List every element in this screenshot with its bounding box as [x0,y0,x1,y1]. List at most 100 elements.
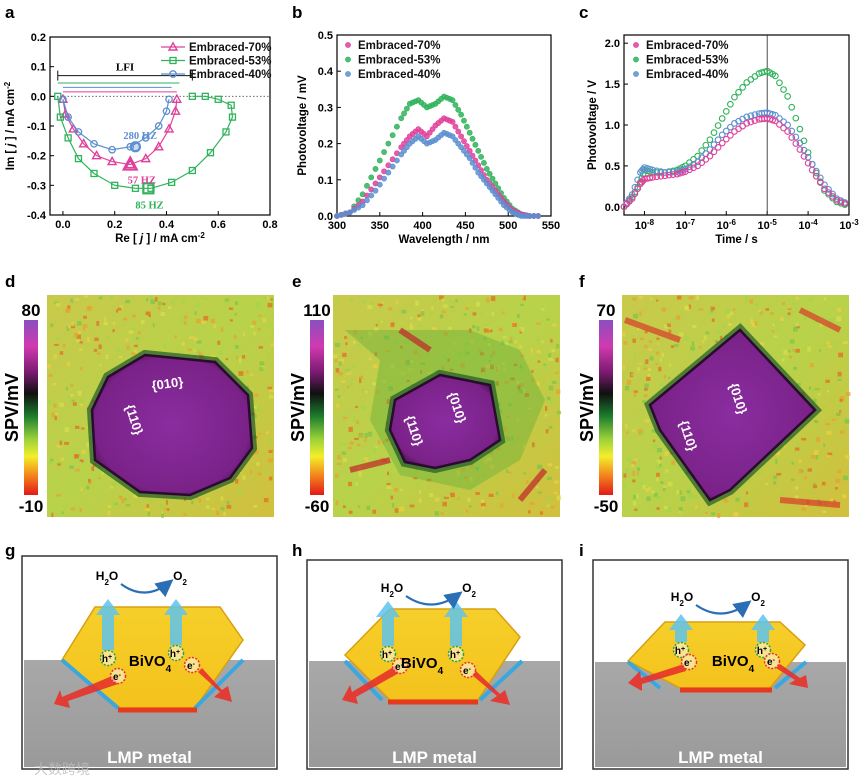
map-noise [110,485,114,489]
map-noise [447,358,450,362]
data-point [714,136,722,144]
map-noise [833,500,836,503]
map-noise [522,444,526,449]
data-point [833,196,841,204]
map-noise [441,310,446,314]
map-noise [497,402,501,406]
map-noise [516,314,520,318]
map-noise [455,299,458,303]
map-noise [717,330,721,335]
map-noise [644,387,648,391]
data-point [381,175,387,182]
map-noise [744,502,749,508]
map-noise [242,354,246,359]
data-point [376,157,383,164]
map-noise [839,396,845,401]
series-line [57,95,234,189]
map-noise [87,481,93,485]
map-noise [377,303,383,307]
map-noise [353,417,356,422]
map-noise [808,297,813,301]
map-noise [74,454,79,459]
map-noise [512,322,517,327]
map-noise [163,343,167,349]
legend-1-marker [345,56,351,63]
plot-frame [336,34,552,217]
map-noise [197,351,202,355]
map-noise [787,305,792,309]
map-noise [334,359,338,363]
map-noise [69,465,74,469]
map-noise [821,316,825,319]
x-axis-label: Time / s [715,234,758,246]
data-point [792,114,800,122]
map-noise [690,346,696,351]
map-noise [548,385,554,391]
map-noise [335,403,340,408]
map-noise [529,501,535,505]
map-noise [162,302,166,306]
map-noise [845,454,850,459]
map-noise [786,349,791,353]
map-noise [118,495,122,499]
map-noise [442,501,447,507]
map-noise [111,482,117,487]
panel-letter-b: b [292,3,302,22]
data-point [469,160,476,166]
data-point [698,154,706,162]
map-noise [409,325,414,330]
map-noise [131,327,135,331]
colorbar-label: SPV/mV [2,373,22,442]
data-point [706,152,714,160]
map-noise [723,497,728,503]
map-noise [361,299,366,304]
electron-carrier [183,656,201,674]
map-noise [86,442,90,448]
map-noise [171,300,175,304]
map-noise [692,324,697,328]
map-noise [483,459,488,464]
data-point [74,154,83,163]
data-point [796,125,804,133]
data-point [404,105,410,112]
map-noise [77,390,82,396]
xtick-label: 0.6 [211,219,226,231]
map-noise [70,298,73,303]
data-point [682,168,689,175]
map-noise [750,318,753,324]
map-noise [50,323,54,327]
data-point [686,166,693,174]
data-point [389,163,396,170]
map-noise [632,470,636,476]
map-noise [258,470,263,474]
legend-2-label: Embraced-40% [646,69,728,81]
map-noise [496,447,501,451]
map-noise [751,322,756,327]
map-noise [837,371,842,377]
oxidation-arrow [695,600,752,619]
map-noise [82,327,86,331]
map-noise [130,352,136,355]
map-noise [386,399,391,405]
xtick-label: 10-5 [757,218,777,233]
map-noise [821,481,826,486]
map-noise [537,491,542,494]
map-noise [237,489,242,494]
data-point [817,179,824,186]
map-noise [338,361,342,366]
map-noise [417,316,422,321]
map-noise [80,427,85,430]
map-noise [555,357,559,363]
map-noise [355,482,358,486]
map-noise [844,418,850,424]
map-noise [794,495,799,501]
map-noise [523,295,526,301]
map-noise [256,407,261,412]
map-noise [765,308,769,311]
watermark: 大数跨境 [34,761,90,777]
map-noise [226,500,230,506]
map-noise [452,509,455,513]
map-noise [790,478,795,481]
map-noise [645,359,649,365]
map-noise [245,370,249,374]
